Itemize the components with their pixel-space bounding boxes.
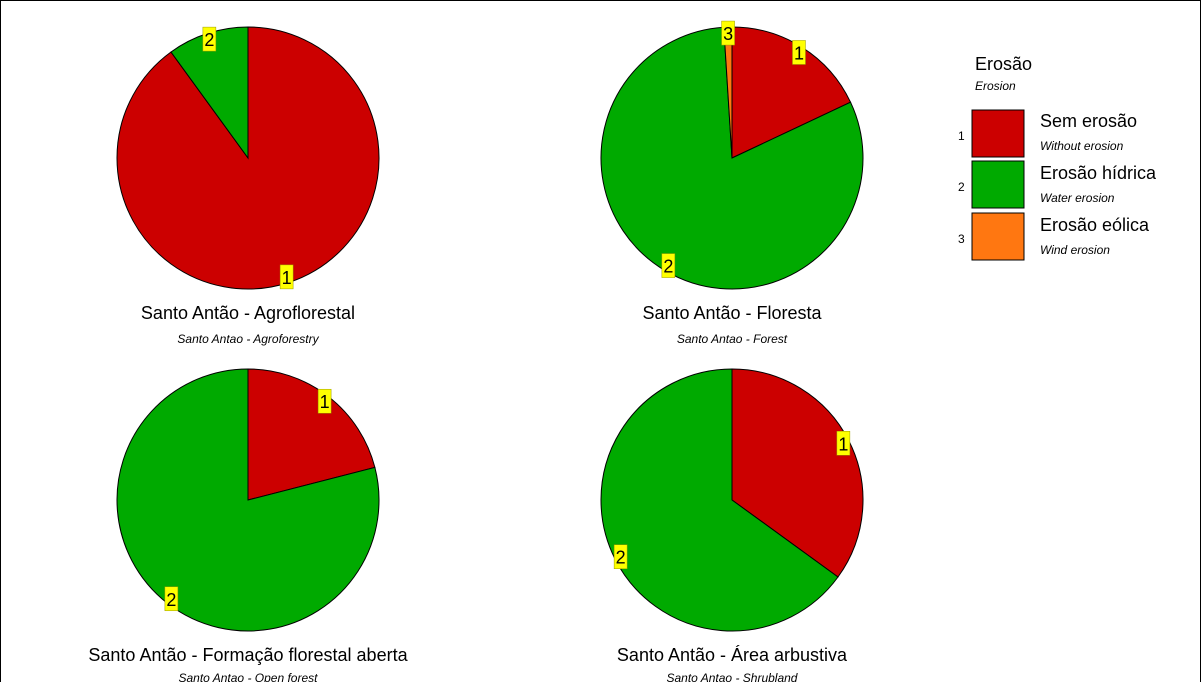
legend-swatch-water-erosion <box>971 160 1025 209</box>
pie-label-open-forest-2: 2 <box>164 586 179 612</box>
pie-label-text: 1 <box>282 268 292 288</box>
pie-label-text: 1 <box>838 434 848 454</box>
legend-num-2: 2 <box>958 180 965 194</box>
legend-label-water-erosion: Erosão hídrica <box>1040 163 1157 183</box>
pie-label-box <box>202 26 217 52</box>
pie-label-forest-2: 2 <box>661 253 676 278</box>
legend-title: Erosão <box>975 54 1032 74</box>
pie-label-text: 2 <box>166 590 176 610</box>
pie-label-agroforestry-1: 1 <box>279 264 294 290</box>
pie-title-forest: Santo Antão - Floresta <box>642 303 822 323</box>
pie-label-box <box>661 253 676 278</box>
pie-subtitle-agroforestry: Santo Antao - Agroforestry <box>177 332 319 346</box>
pie-label-text: 2 <box>663 257 673 277</box>
pie-label-box <box>613 544 628 569</box>
pie-title-open-forest: Santo Antão - Formação florestal aberta <box>88 645 408 665</box>
legend-subtitle: Erosion <box>975 79 1016 93</box>
pie-label-box <box>721 20 735 46</box>
legend-sublabel-wind-erosion: Wind erosion <box>1040 243 1110 257</box>
legend-swatch-without-erosion <box>971 109 1025 158</box>
legend-sublabel-without-erosion: Without erosion <box>1040 139 1124 153</box>
pie-label-text: 3 <box>723 24 733 44</box>
pie-label-forest-3: 3 <box>721 20 735 46</box>
legend-swatch-wind-erosion <box>971 212 1025 261</box>
legend: Erosão Erosion 1 Sem erosão Without eros… <box>958 54 1157 261</box>
pies-group: 1 2 1 2 3 1 2 1 2 <box>116 20 864 632</box>
pie-label-text: 2 <box>616 548 626 568</box>
pie-label-text: 1 <box>320 392 330 412</box>
pie-title-shrubland: Santo Antão - Área arbustiva <box>617 645 848 665</box>
pie-label-box <box>317 388 332 414</box>
pie-label-box <box>836 431 851 456</box>
legend-sublabel-water-erosion: Water erosion <box>1040 191 1115 205</box>
pie-label-box <box>279 264 294 290</box>
legend-label-wind-erosion: Erosão eólica <box>1040 215 1150 235</box>
pie-label-shrubland-2: 2 <box>613 544 628 569</box>
legend-label-without-erosion: Sem erosão <box>1040 111 1137 131</box>
pie-label-shrubland-1: 1 <box>836 431 851 456</box>
pie-subtitle-shrubland: Santo Antao - Shrubland <box>667 671 798 682</box>
pie-label-box <box>792 40 806 65</box>
pie-label-text: 1 <box>794 43 804 63</box>
legend-num-1: 1 <box>958 129 965 143</box>
pie-title-agroforestry: Santo Antão - Agroflorestal <box>141 303 355 323</box>
legend-num-3: 3 <box>958 232 965 246</box>
pie-subtitle-forest: Santo Antao - Forest <box>677 332 788 346</box>
pie-label-box <box>164 586 179 612</box>
pie-label-open-forest-1: 1 <box>317 388 332 414</box>
pie-label-agroforestry-2: 2 <box>202 26 217 52</box>
pie-label-forest-1: 1 <box>792 40 806 65</box>
pie-label-text: 2 <box>204 30 214 50</box>
pie-subtitle-open-forest: Santo Antao - Open forest <box>179 671 319 682</box>
